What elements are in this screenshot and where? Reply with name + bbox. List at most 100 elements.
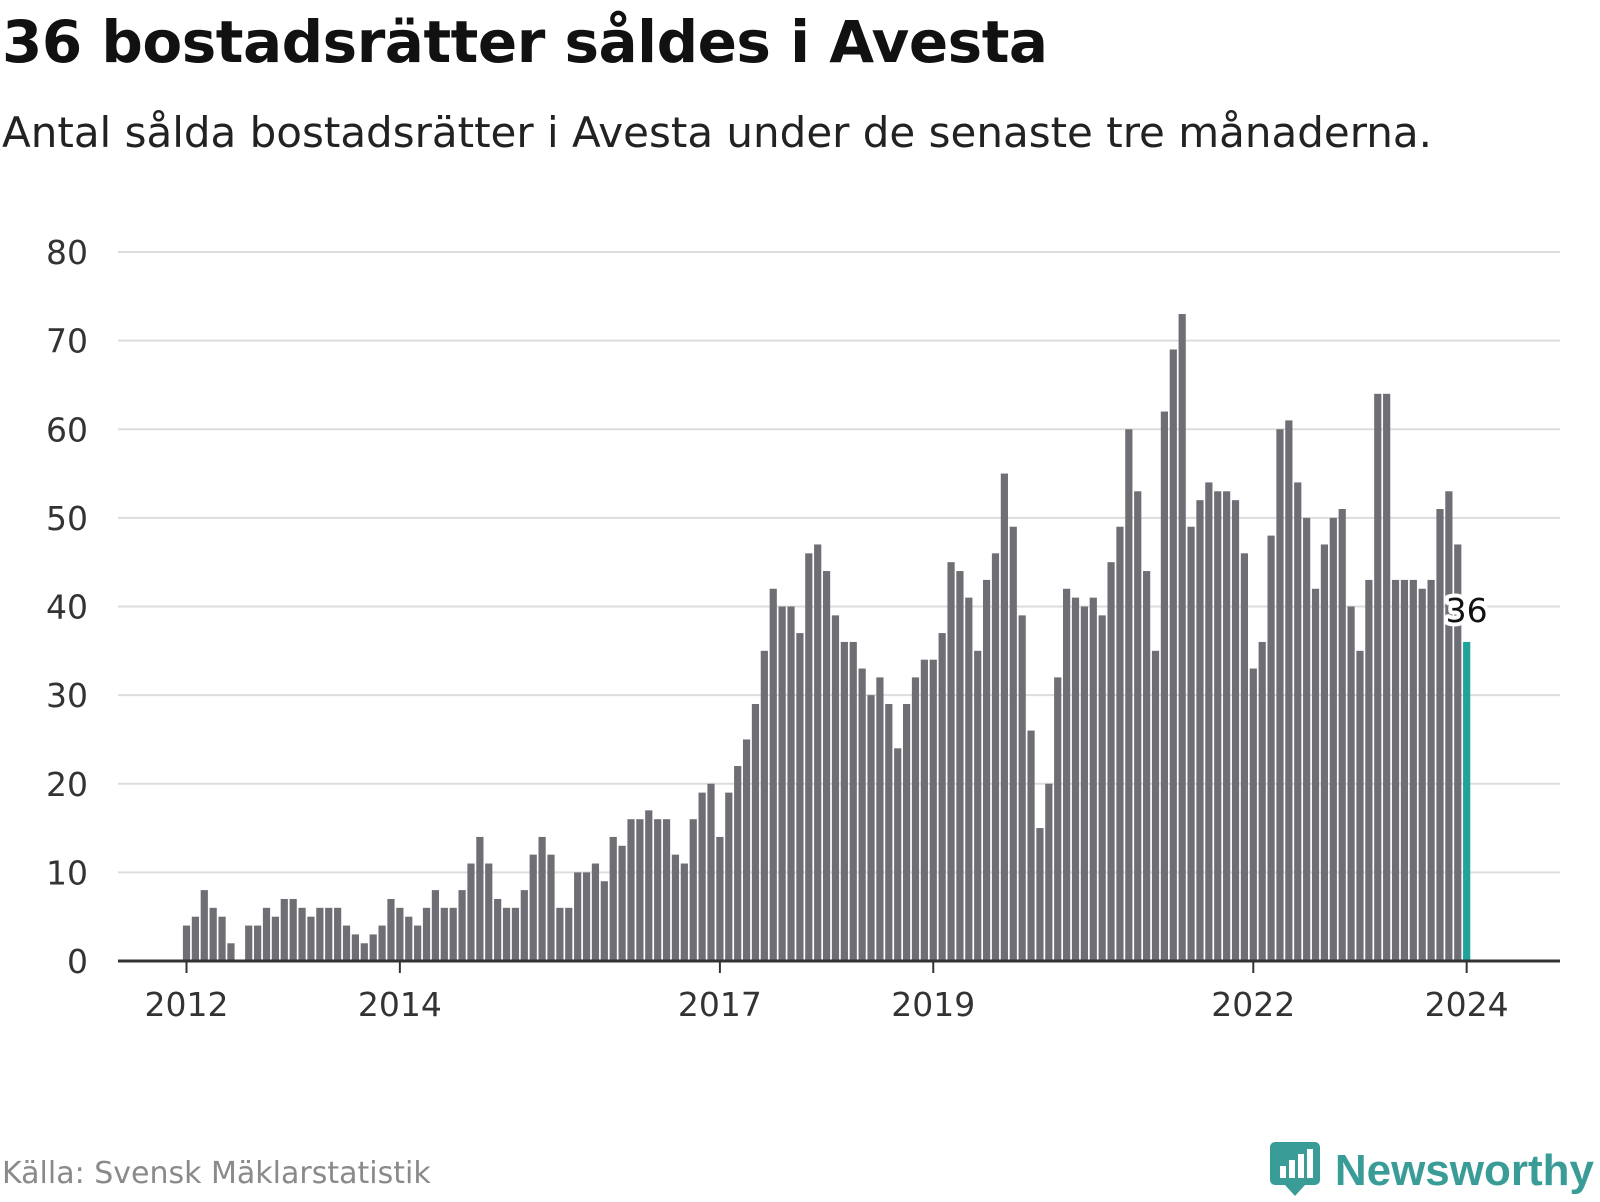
bar	[1374, 393, 1382, 961]
bar	[200, 890, 208, 961]
bar	[476, 836, 484, 961]
y-tick-label: 80	[46, 233, 88, 272]
bar	[334, 907, 342, 961]
y-tick-label: 20	[46, 765, 88, 804]
x-tick-label: 2022	[1211, 985, 1295, 1024]
bar	[796, 633, 804, 961]
highlight-label: 36	[1446, 591, 1488, 630]
bar	[938, 633, 946, 961]
bar	[209, 907, 217, 961]
bar	[1000, 473, 1008, 961]
bar	[1160, 411, 1168, 961]
x-tick-label: 2012	[145, 985, 229, 1024]
bar	[822, 571, 831, 961]
bar	[431, 890, 440, 961]
bar	[1071, 597, 1080, 961]
bar	[1258, 641, 1266, 961]
bar	[840, 641, 848, 961]
highlight-label-halo: 36	[1446, 591, 1488, 630]
bar	[983, 579, 991, 961]
brand-name: Newsworthy	[1334, 1146, 1594, 1195]
bar	[1018, 615, 1026, 961]
bar	[1125, 429, 1133, 961]
bar	[449, 907, 457, 961]
bar	[414, 925, 422, 961]
source-note: Källa: Svensk Mäklarstatistik	[2, 1156, 431, 1191]
bar	[369, 934, 377, 961]
bar	[1311, 588, 1320, 961]
x-axis-ticks: 2012 2014 2017 2019 2022 2024	[145, 961, 1509, 1024]
bar	[1169, 349, 1177, 961]
bar	[574, 872, 582, 961]
bar	[298, 907, 306, 961]
bar	[734, 766, 742, 961]
y-tick-label: 30	[46, 676, 88, 715]
bar	[894, 748, 902, 961]
bar-highlight	[1463, 641, 1471, 961]
bar	[1409, 579, 1417, 961]
y-tick-label: 10	[46, 853, 88, 892]
bar	[680, 863, 688, 961]
bar	[1045, 783, 1053, 961]
bar	[920, 659, 928, 961]
bar	[422, 907, 431, 961]
bar	[538, 836, 546, 961]
bar	[1454, 544, 1462, 961]
bar	[1134, 491, 1142, 961]
bar	[1240, 553, 1249, 961]
x-tick-label: 2024	[1425, 985, 1509, 1024]
bar	[1445, 491, 1453, 961]
bar	[911, 677, 920, 961]
bar	[618, 845, 626, 961]
bar	[1107, 562, 1115, 961]
bar	[1400, 579, 1409, 961]
bar	[974, 650, 982, 961]
bar	[627, 819, 635, 961]
bar	[1427, 579, 1435, 961]
bar	[1276, 429, 1284, 961]
bar	[760, 650, 768, 961]
bar	[1249, 668, 1257, 961]
bar	[769, 588, 777, 961]
bar	[689, 819, 697, 961]
bar	[1143, 571, 1151, 961]
bar	[351, 934, 360, 961]
bar	[1196, 500, 1204, 961]
bar	[1205, 482, 1213, 961]
bar	[636, 819, 644, 961]
brand[interactable]: Newsworthy	[1269, 1140, 1594, 1202]
bar	[1356, 650, 1364, 961]
bar	[1214, 491, 1222, 961]
bar	[316, 907, 324, 961]
bar	[1294, 482, 1302, 961]
y-tick-label: 0	[67, 942, 88, 981]
bar	[280, 898, 288, 961]
newsworthy-logo-icon	[1269, 1140, 1321, 1202]
bar	[1178, 314, 1186, 962]
bar	[1036, 828, 1044, 961]
bar	[227, 943, 235, 961]
bar	[511, 907, 520, 961]
bar	[742, 739, 751, 961]
bar	[1098, 615, 1106, 961]
bar	[520, 890, 528, 961]
bars	[182, 314, 1471, 962]
bar	[1391, 579, 1400, 961]
bar	[1187, 526, 1195, 961]
x-tick-label: 2017	[678, 985, 762, 1024]
bar	[805, 553, 813, 961]
bar	[582, 872, 591, 961]
bar	[458, 890, 466, 961]
y-axis-ticks: 0 10 20 30 40 50 60 70 80	[46, 233, 88, 981]
bar	[991, 553, 1000, 961]
bar	[325, 907, 333, 961]
bar	[645, 810, 653, 961]
bar	[671, 854, 680, 961]
bar	[591, 863, 600, 961]
y-tick-label: 40	[46, 588, 88, 627]
bar	[218, 916, 226, 961]
bar	[1329, 517, 1337, 961]
bar	[360, 943, 368, 961]
